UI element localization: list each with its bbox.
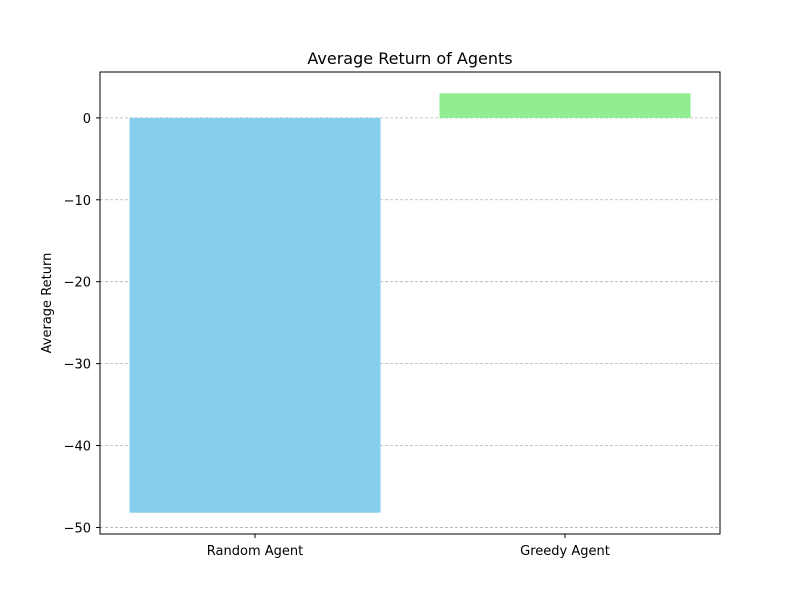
- y-tick-label: 0: [83, 112, 91, 127]
- x-axis: Random Agent Greedy Agent: [207, 534, 610, 559]
- y-tick-label: −10: [64, 194, 91, 209]
- x-tick-label: Random Agent: [207, 544, 303, 559]
- bars: [129, 93, 691, 513]
- bar-random-agent: [129, 117, 381, 513]
- y-tick-label: −20: [64, 276, 91, 291]
- bar-greedy-agent: [439, 93, 691, 118]
- chart-title: Average Return of Agents: [307, 49, 512, 68]
- y-tick-label: −40: [64, 440, 91, 455]
- y-axis: 0 −10 −20 −30 −40 −50: [64, 112, 100, 536]
- y-tick-label: −30: [64, 358, 91, 373]
- y-tick-label: −50: [64, 521, 91, 536]
- x-tick-label: Greedy Agent: [520, 544, 610, 559]
- plot-frame: [99, 71, 721, 535]
- y-axis-label: Average Return: [40, 253, 55, 354]
